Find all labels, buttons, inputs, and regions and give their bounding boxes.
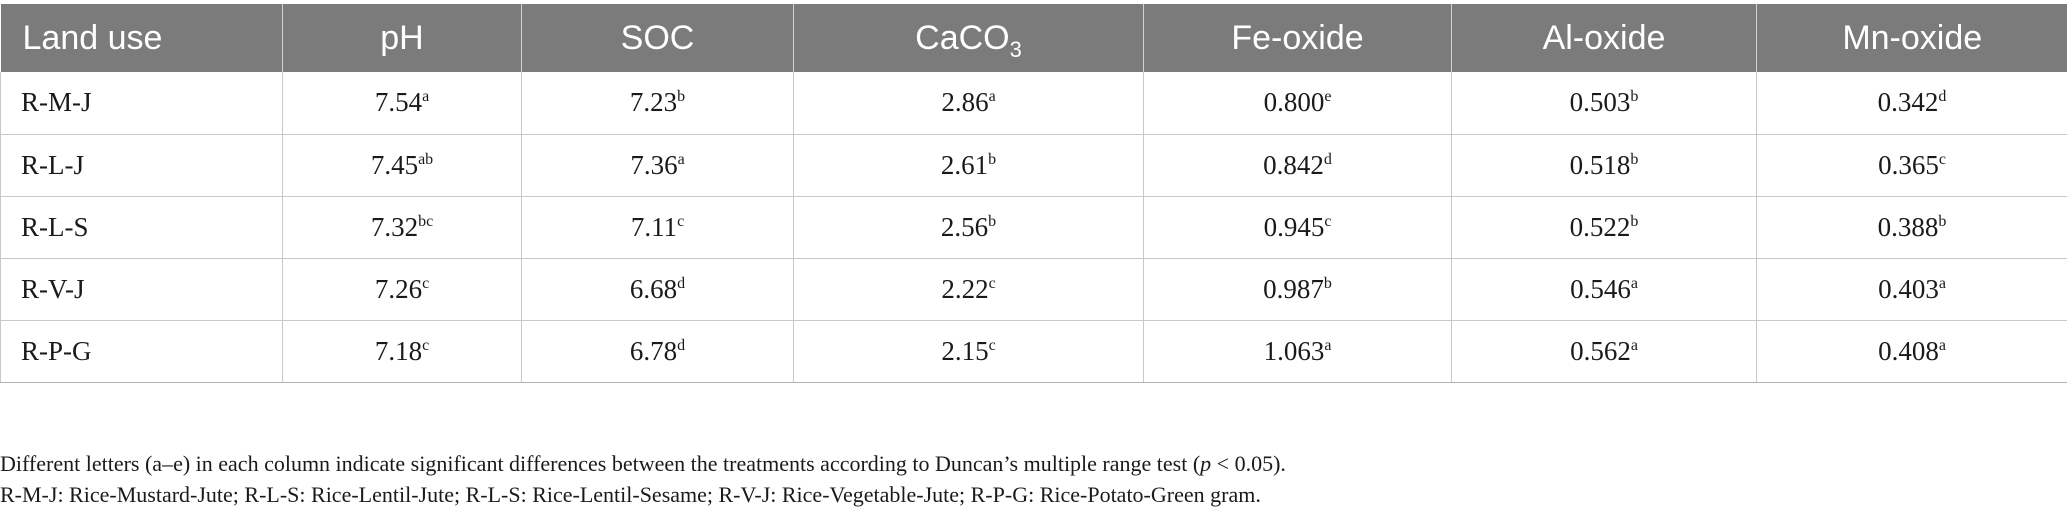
cell-land-use: R-P-G (0, 320, 283, 383)
cell-fe-oxide: 0.945c (1143, 196, 1452, 259)
header-al-oxide: Al-oxide (1451, 4, 1757, 72)
table-row: R-M-J 7.54a 7.23b 2.86a 0.800e 0.503b 0.… (0, 72, 2067, 135)
cell-mn-oxide: 0.388b (1756, 196, 2067, 259)
footnote-abbreviations: R-M-J: Rice-Mustard-Jute; R-L-S: Rice-Le… (0, 482, 1261, 507)
cell-land-use: R-L-J (0, 134, 283, 197)
table-header: Land use pH SOC CaCO3 Fe-oxide Al-oxide … (0, 4, 2067, 72)
cell-mn-oxide: 0.403a (1756, 258, 2067, 321)
cell-ph: 7.26c (282, 258, 522, 321)
cell-al-oxide: 0.522b (1451, 196, 1757, 259)
cell-caco3: 2.15c (793, 320, 1144, 383)
cell-mn-oxide: 0.365c (1756, 134, 2067, 197)
cell-mn-oxide: 0.342d (1756, 72, 2067, 135)
cell-soc: 7.23b (521, 72, 794, 135)
cell-mn-oxide: 0.408a (1756, 320, 2067, 383)
cell-soc: 7.36a (521, 134, 794, 197)
footnote-significance: Different letters (a–e) in each column i… (0, 451, 1286, 476)
header-ph: pH (282, 4, 522, 72)
cell-fe-oxide: 1.063a (1143, 320, 1452, 383)
data-table: Land use pH SOC CaCO3 Fe-oxide Al-oxide … (0, 4, 2067, 383)
cell-caco3: 2.56b (793, 196, 1144, 259)
header-mn-oxide: Mn-oxide (1842, 18, 1983, 57)
cell-caco3: 2.61b (793, 134, 1144, 197)
cell-soc: 7.11c (521, 196, 794, 259)
cell-land-use: R-M-J (0, 72, 283, 135)
header-row: Land use pH SOC CaCO3 Fe-oxide Al-oxide … (0, 4, 2067, 72)
table-row: R-V-J 7.26c 6.68d 2.22c 0.987b 0.546a 0.… (0, 258, 2067, 321)
cell-caco3: 2.22c (793, 258, 1144, 321)
cell-ph: 7.45ab (282, 134, 522, 197)
cell-soc: 6.68d (521, 258, 794, 321)
cell-ph: 7.54a (282, 72, 522, 135)
cell-fe-oxide: 0.987b (1143, 258, 1452, 321)
header-soc: SOC (521, 4, 794, 72)
cell-al-oxide: 0.562a (1451, 320, 1757, 383)
header-land-use: Land use (0, 4, 283, 72)
cell-caco3: 2.86a (793, 72, 1144, 135)
cell-al-oxide: 0.503b (1451, 72, 1757, 135)
cell-fe-oxide: 0.800e (1143, 72, 1452, 135)
table-row: R-P-G 7.18c 6.78d 2.15c 1.063a 0.562a 0.… (0, 320, 2067, 383)
cell-land-use: R-L-S (0, 196, 283, 259)
table-footnotes: Different letters (a–e) in each column i… (0, 448, 2067, 510)
cell-al-oxide: 0.546a (1451, 258, 1757, 321)
cell-land-use: R-V-J (0, 258, 283, 321)
header-caco3: CaCO3 (793, 4, 1144, 72)
table-row: R-L-S 7.32bc 7.11c 2.56b 0.945c 0.522b 0… (0, 196, 2067, 259)
cell-al-oxide: 0.518b (1451, 134, 1757, 197)
header-fe-oxide: Fe-oxide (1143, 4, 1452, 72)
table-body: R-M-J 7.54a 7.23b 2.86a 0.800e 0.503b 0.… (0, 72, 2067, 383)
header-caco3-subscript: 3 (1009, 36, 1022, 62)
cell-ph: 7.32bc (282, 196, 522, 259)
table-row: R-L-J 7.45ab 7.36a 2.61b 0.842d 0.518b 0… (0, 134, 2067, 197)
cell-fe-oxide: 0.842d (1143, 134, 1452, 197)
cell-soc: 6.78d (521, 320, 794, 383)
cell-ph: 7.18c (282, 320, 522, 383)
